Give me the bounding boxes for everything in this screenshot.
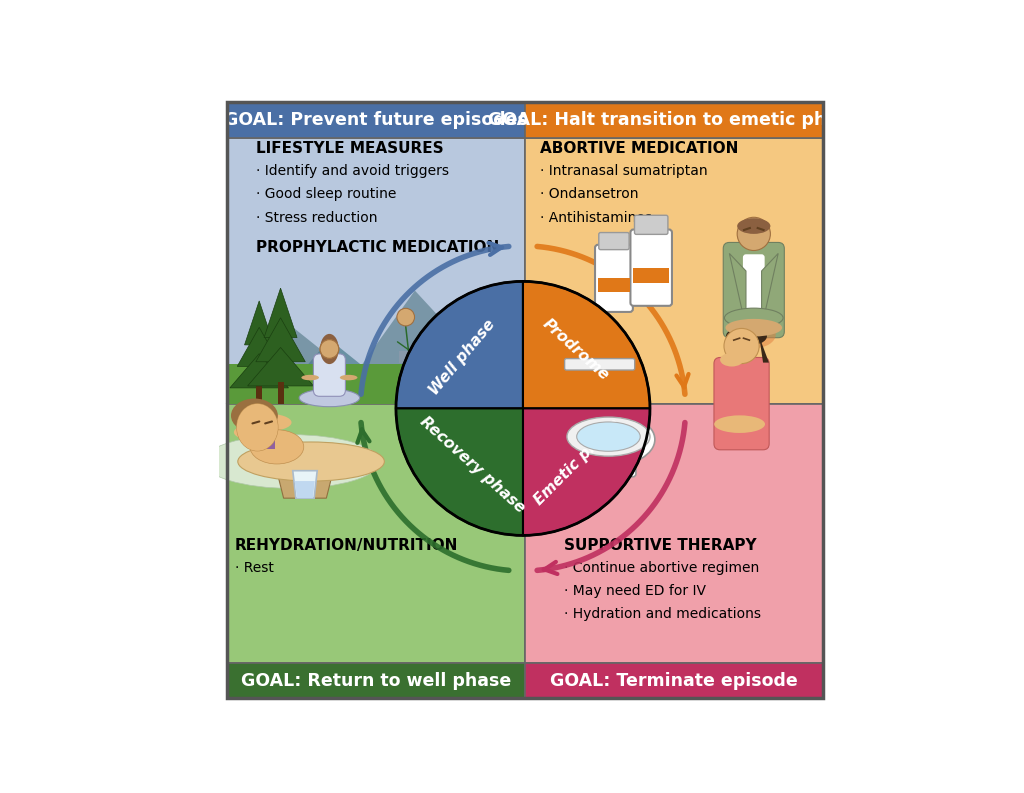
Bar	[634, 268, 669, 283]
Bar	[524, 102, 822, 138]
Text: ABORTIVE MEDICATION: ABORTIVE MEDICATION	[540, 141, 738, 156]
Text: · Good sleep routine: · Good sleep routine	[256, 187, 396, 201]
Bar	[227, 138, 524, 404]
Text: Recovery phase: Recovery phase	[417, 414, 527, 516]
FancyBboxPatch shape	[742, 255, 765, 331]
Polygon shape	[245, 301, 273, 345]
Text: Prodrome: Prodrome	[540, 316, 611, 384]
FancyBboxPatch shape	[631, 229, 672, 306]
Circle shape	[737, 217, 770, 251]
Ellipse shape	[237, 404, 278, 450]
Text: PROPHYLACTIC MEDICATION: PROPHYLACTIC MEDICATION	[256, 239, 500, 255]
Polygon shape	[759, 336, 769, 362]
FancyBboxPatch shape	[595, 245, 633, 312]
Bar	[227, 102, 524, 138]
Ellipse shape	[301, 375, 318, 381]
Bar	[327, 355, 332, 361]
Text: GOAL: Prevent future episodes: GOAL: Prevent future episodes	[224, 111, 527, 129]
FancyBboxPatch shape	[313, 354, 345, 396]
Ellipse shape	[714, 416, 765, 433]
Text: · Continue abortive regimen: · Continue abortive regimen	[564, 561, 760, 575]
Text: · Stress reduction: · Stress reduction	[256, 211, 378, 224]
Ellipse shape	[562, 412, 655, 466]
Ellipse shape	[567, 417, 650, 456]
Text: · Rest: · Rest	[234, 561, 273, 575]
Text: · May need ED for IV: · May need ED for IV	[564, 584, 707, 598]
Polygon shape	[229, 354, 289, 388]
Polygon shape	[762, 254, 778, 328]
Ellipse shape	[204, 435, 380, 488]
Bar	[227, 364, 524, 404]
Text: Well phase: Well phase	[427, 317, 499, 398]
Wedge shape	[396, 282, 523, 408]
FancyBboxPatch shape	[714, 358, 769, 450]
Ellipse shape	[238, 442, 384, 481]
Text: · Intranasal sumatriptan: · Intranasal sumatriptan	[540, 164, 708, 178]
Circle shape	[397, 308, 415, 326]
Bar	[736, 354, 746, 366]
Ellipse shape	[725, 319, 782, 336]
Wedge shape	[523, 408, 650, 535]
Text: LIFESTYLE MEASURES: LIFESTYLE MEASURES	[256, 141, 443, 156]
Ellipse shape	[233, 424, 271, 440]
Ellipse shape	[732, 321, 776, 348]
Ellipse shape	[720, 353, 743, 366]
Polygon shape	[248, 347, 313, 386]
Polygon shape	[264, 288, 297, 338]
Bar	[227, 404, 524, 663]
Text: · Ondansetron: · Ondansetron	[540, 187, 639, 201]
FancyBboxPatch shape	[577, 453, 636, 477]
Ellipse shape	[231, 399, 278, 433]
FancyBboxPatch shape	[723, 243, 784, 338]
Polygon shape	[256, 318, 305, 362]
Polygon shape	[238, 328, 282, 366]
Bar	[524, 138, 822, 404]
Bar	[399, 351, 415, 362]
Ellipse shape	[237, 404, 278, 450]
Text: SUPPORTIVE THERAPY: SUPPORTIVE THERAPY	[564, 538, 757, 553]
Circle shape	[724, 328, 759, 363]
Circle shape	[321, 339, 339, 358]
Polygon shape	[295, 481, 314, 498]
Wedge shape	[523, 282, 650, 408]
Text: · Identify and avoid triggers: · Identify and avoid triggers	[256, 164, 450, 178]
Wedge shape	[396, 408, 523, 535]
Bar	[524, 663, 822, 699]
Polygon shape	[225, 290, 522, 404]
Bar	[749, 241, 759, 252]
Ellipse shape	[299, 389, 359, 407]
FancyBboxPatch shape	[564, 358, 635, 370]
Ellipse shape	[250, 430, 304, 464]
Polygon shape	[278, 473, 333, 498]
Bar	[598, 278, 630, 292]
Polygon shape	[274, 315, 522, 404]
Text: REHYDRATION/NUTRITION: REHYDRATION/NUTRITION	[234, 538, 458, 553]
Bar	[278, 381, 284, 404]
Polygon shape	[729, 254, 745, 328]
Ellipse shape	[340, 375, 357, 381]
FancyBboxPatch shape	[564, 362, 635, 422]
Ellipse shape	[725, 335, 746, 357]
Text: Emetic phase: Emetic phase	[530, 416, 623, 508]
Text: · Antihistamines: · Antihistamines	[540, 211, 652, 224]
Ellipse shape	[737, 218, 770, 234]
Text: · Hydration and medications: · Hydration and medications	[564, 607, 762, 622]
Circle shape	[321, 339, 339, 358]
Text: GOAL: Terminate episode: GOAL: Terminate episode	[550, 672, 798, 690]
FancyBboxPatch shape	[599, 232, 629, 250]
Bar	[256, 384, 262, 404]
FancyBboxPatch shape	[267, 427, 274, 449]
Ellipse shape	[577, 422, 640, 451]
Bar	[227, 663, 524, 699]
Text: GOAL: Halt transition to emetic phase: GOAL: Halt transition to emetic phase	[487, 111, 860, 129]
FancyBboxPatch shape	[635, 215, 668, 235]
Text: GOAL: Return to well phase: GOAL: Return to well phase	[241, 672, 511, 690]
Ellipse shape	[243, 414, 292, 431]
Ellipse shape	[726, 327, 767, 346]
Bar	[524, 404, 822, 663]
Polygon shape	[293, 471, 317, 498]
Ellipse shape	[321, 334, 339, 364]
Ellipse shape	[724, 308, 783, 328]
